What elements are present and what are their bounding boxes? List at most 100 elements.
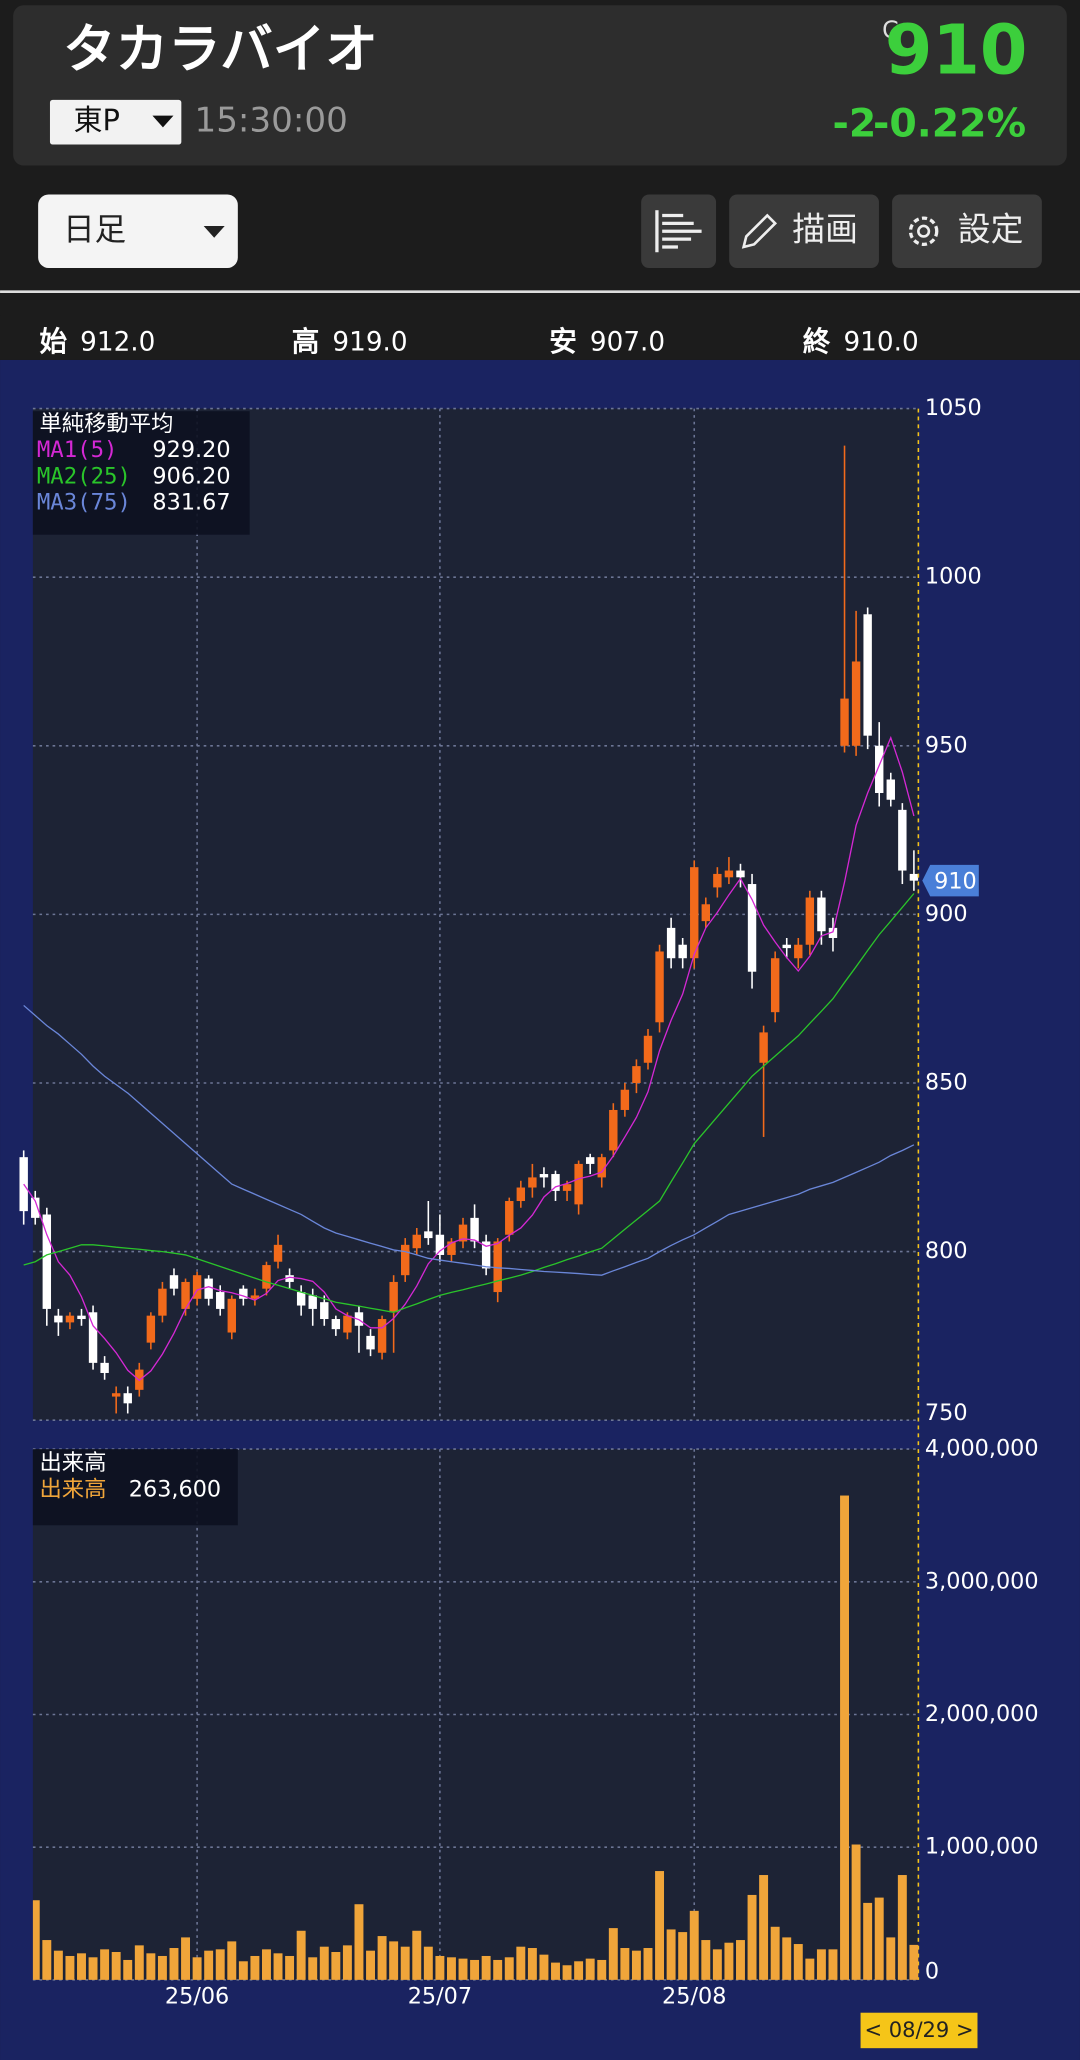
candle-body — [632, 1066, 641, 1083]
volume-bar — [77, 1953, 86, 1980]
volume-bar — [562, 1965, 572, 1980]
candle-body — [54, 1315, 63, 1323]
volume-bar — [123, 1959, 133, 1980]
ma-line — [23, 893, 915, 1314]
y-tick-label: 2,000,000 — [925, 1701, 1039, 1727]
candle-body — [574, 1163, 583, 1205]
volume-bar — [886, 1937, 896, 1980]
volume-bar — [828, 1949, 838, 1980]
volume-bar — [134, 1945, 144, 1980]
y-tick-label: 800 — [925, 1238, 968, 1264]
pencil-icon — [741, 213, 778, 249]
volume-bar — [458, 1958, 468, 1980]
volume-bar — [631, 1950, 641, 1980]
volume-bar — [389, 1941, 399, 1980]
ohlc-row: 始 912.0 高 919.0 安 907.0 終 910.0 — [0, 315, 1080, 360]
candle-body — [794, 944, 803, 959]
volume-bar — [770, 1926, 780, 1980]
candle-body — [817, 897, 826, 932]
candle-body — [343, 1315, 352, 1333]
legend-value: 906.20 — [152, 463, 230, 489]
volume-bar — [65, 1955, 75, 1980]
volume-bar — [273, 1953, 283, 1980]
price-marker — [922, 864, 979, 897]
volume-bar — [585, 1958, 595, 1980]
gear-icon-center — [917, 224, 931, 238]
volume-bar — [319, 1946, 329, 1980]
volume-bar — [435, 1955, 445, 1980]
candle-body — [250, 1295, 260, 1299]
candle-body — [239, 1288, 248, 1299]
candle-body — [898, 809, 907, 871]
legend-title: 出来高 — [39, 1450, 106, 1476]
legend-value: 831.67 — [152, 490, 230, 516]
candle-body — [204, 1278, 213, 1299]
volume-bar — [793, 1944, 803, 1980]
volume-bar — [759, 1875, 769, 1980]
candle-body — [285, 1275, 294, 1282]
volume-bar — [666, 1929, 676, 1980]
candle-body — [909, 873, 919, 881]
stock-name: タカラバイオ — [63, 19, 378, 80]
market-select[interactable] — [49, 99, 182, 145]
candle-body — [840, 698, 849, 746]
settings-label: 設定 — [958, 211, 1024, 249]
y-tick-label: 1000 — [925, 564, 982, 590]
legend-name: 出来高 — [39, 1476, 106, 1502]
ohlc-label: 始 — [39, 325, 67, 358]
ma-line — [23, 735, 915, 1382]
volume-bar — [331, 1951, 341, 1980]
volume-bar — [689, 1910, 699, 1980]
volume-bar — [181, 1937, 191, 1980]
candle-body — [458, 1224, 468, 1242]
ohlc-value: 919.0 — [332, 327, 407, 357]
legend-value: 263,600 — [129, 1476, 221, 1502]
candle-body — [111, 1393, 121, 1397]
legend-box — [32, 1449, 238, 1526]
candle-body — [412, 1234, 421, 1249]
candle-body — [597, 1157, 606, 1178]
candle-body — [181, 1281, 190, 1309]
candle-body — [528, 1177, 537, 1188]
change: -2 — [833, 101, 877, 147]
volume-bar — [805, 1958, 815, 1980]
y-tick-label: 3,000,000 — [925, 1568, 1039, 1594]
ohlc-value: 912.0 — [80, 327, 155, 357]
x-tick-label: 25/08 — [662, 1983, 726, 2009]
candle-body — [655, 951, 664, 1023]
x-tick-label: 25/06 — [165, 1983, 229, 2009]
volume-bar — [816, 1949, 826, 1980]
candle-body — [713, 873, 722, 888]
volume-bar — [377, 1936, 387, 1980]
volume-bar — [724, 1942, 734, 1980]
ohlc-bg — [0, 315, 1080, 360]
y-tick-label: 750 — [925, 1400, 968, 1426]
volume-bar — [446, 1957, 456, 1980]
candle-body — [169, 1275, 179, 1289]
volume-bar — [192, 1957, 202, 1980]
cursor-date-box — [860, 2012, 978, 2049]
candle-body — [88, 1312, 98, 1363]
volume-bar — [262, 1949, 271, 1980]
period: 日足 — [63, 212, 126, 248]
volume-bar — [551, 1962, 560, 1980]
volume-bar — [493, 1959, 503, 1980]
candle-body — [262, 1265, 271, 1289]
volume-bar — [342, 1945, 352, 1980]
candle-body — [782, 944, 791, 949]
draw-label: 描画 — [792, 211, 858, 249]
candle-body — [643, 1035, 653, 1063]
volume-bar — [169, 1948, 179, 1980]
settings-button[interactable] — [892, 194, 1042, 269]
candle-body — [123, 1393, 132, 1404]
draw-button[interactable] — [729, 194, 879, 269]
volume-bar — [157, 1955, 167, 1980]
price-prefix: C — [882, 16, 898, 44]
header-card — [13, 5, 1067, 166]
candle-body — [192, 1275, 202, 1299]
period-select[interactable] — [38, 194, 238, 269]
candle-body — [724, 870, 734, 878]
y-tick-label: 1,000,000 — [925, 1834, 1039, 1860]
volume-bar — [146, 1953, 156, 1980]
